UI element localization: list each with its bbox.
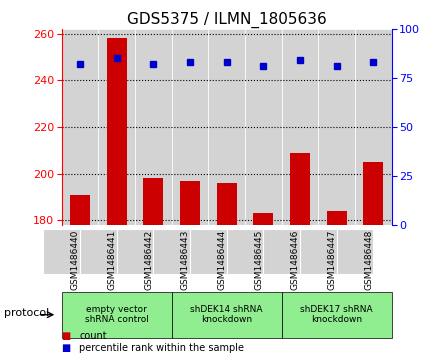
Text: empty vector
shRNA control: empty vector shRNA control [84, 305, 149, 325]
FancyBboxPatch shape [227, 229, 263, 274]
Text: shDEK14 shRNA
knockdown: shDEK14 shRNA knockdown [191, 305, 263, 325]
FancyBboxPatch shape [62, 292, 172, 338]
Bar [253, 213, 273, 225]
FancyBboxPatch shape [337, 229, 373, 274]
Bar [62, 29, 98, 225]
Text: ■: ■ [62, 331, 71, 341]
Text: shDEK17 shRNA
knockdown: shDEK17 shRNA knockdown [300, 305, 373, 325]
Text: percentile rank within the sample: percentile rank within the sample [79, 343, 244, 354]
Bar [143, 178, 163, 225]
Bar [245, 29, 282, 225]
Bar [180, 181, 200, 225]
Bar [106, 38, 127, 225]
Bar [70, 195, 90, 225]
Text: GSM1486445: GSM1486445 [254, 230, 263, 290]
Bar [98, 29, 135, 225]
Bar [208, 29, 245, 225]
Bar [355, 29, 392, 225]
Text: GSM1486446: GSM1486446 [291, 230, 300, 290]
FancyBboxPatch shape [300, 229, 337, 274]
FancyBboxPatch shape [43, 229, 80, 274]
Bar [290, 153, 310, 225]
Bar [363, 162, 383, 225]
Bar [135, 29, 172, 225]
Text: GSM1486441: GSM1486441 [108, 230, 117, 290]
Text: count: count [79, 331, 107, 341]
FancyBboxPatch shape [80, 229, 117, 274]
Text: GSM1486440: GSM1486440 [71, 230, 80, 290]
Bar [318, 29, 355, 225]
Bar [172, 29, 208, 225]
FancyBboxPatch shape [153, 229, 190, 274]
Text: GSM1486444: GSM1486444 [218, 230, 227, 290]
Text: ■: ■ [62, 343, 71, 354]
Text: protocol: protocol [4, 307, 50, 318]
Title: GDS5375 / ILMN_1805636: GDS5375 / ILMN_1805636 [127, 12, 326, 28]
Text: GSM1486447: GSM1486447 [328, 230, 337, 290]
Bar [216, 183, 237, 225]
FancyBboxPatch shape [117, 229, 153, 274]
FancyBboxPatch shape [190, 229, 227, 274]
Text: GSM1486442: GSM1486442 [144, 230, 153, 290]
Text: GSM1486448: GSM1486448 [364, 230, 373, 290]
Bar [326, 211, 347, 225]
Bar [282, 29, 318, 225]
Text: GSM1486443: GSM1486443 [181, 230, 190, 290]
FancyBboxPatch shape [282, 292, 392, 338]
FancyBboxPatch shape [263, 229, 300, 274]
FancyBboxPatch shape [172, 292, 282, 338]
